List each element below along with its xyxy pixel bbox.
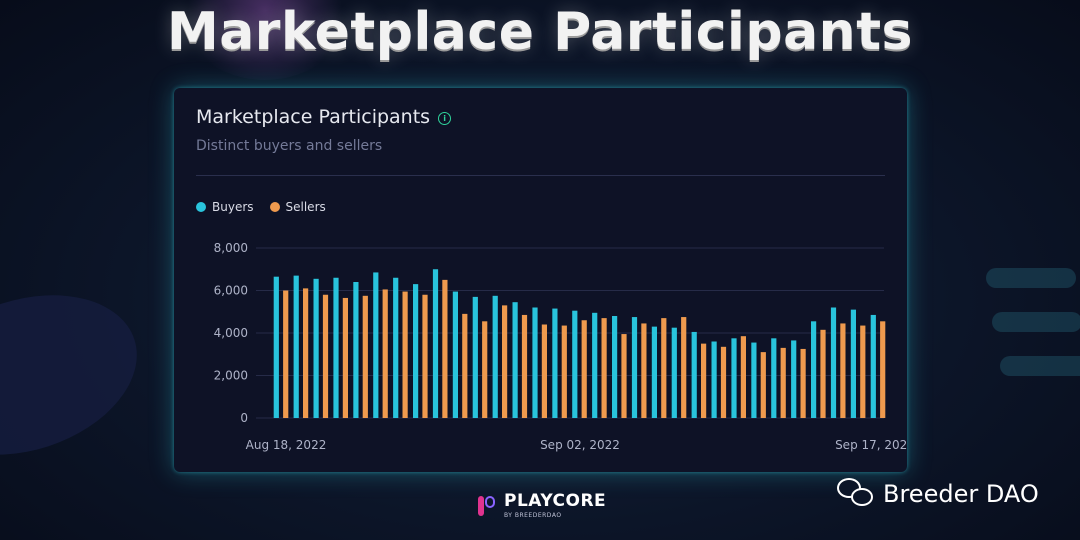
divider [196,175,885,176]
bar-buyers [691,331,697,418]
legend-item-sellers[interactable]: Sellers [269,200,326,214]
page-headline: Marketplace Participants [166,2,914,62]
y-tick-label: 4,000 [214,326,248,340]
decorative-bars [986,268,1080,400]
bar-sellers [561,325,567,418]
bar-buyers [313,278,319,418]
card-title-text: Marketplace Participants [196,106,431,128]
bar-sellers [322,294,329,418]
bar-sellers [780,347,786,418]
bar-buyers [333,277,339,418]
bar-buyers [552,308,558,418]
bar-buyers [293,275,299,418]
bar-buyers [592,312,598,418]
bar-buyers [811,321,817,418]
legend-label-buyers: Buyers [212,200,254,214]
bar-sellers [382,289,388,418]
bar-buyers [432,269,439,418]
bar-sellers [422,294,428,418]
bar-sellers [581,320,587,418]
info-icon[interactable]: i [438,112,452,125]
bar-sellers [541,324,547,418]
wechat-icon [837,476,877,512]
playcore-mark-icon [478,494,496,518]
bar-sellers [641,323,647,418]
bar-buyers [671,327,677,418]
bar-sellers [303,288,309,418]
bar-sellers [502,305,508,418]
legend-label-sellers: Sellers [285,200,326,214]
bar-sellers [820,329,826,418]
wechat-watermark: Breeder DAO [837,476,1039,512]
wechat-label: Breeder DAO [883,480,1039,508]
bar-sellers [442,279,448,418]
y-tick-label: 8,000 [214,241,248,255]
bar-buyers [532,307,538,418]
bar-sellers [601,318,607,418]
legend-dot-sellers [269,202,280,212]
bar-buyers [353,282,359,418]
bar-sellers [462,313,468,418]
chart-card-title: Marketplace Participants i [196,106,452,128]
bar-sellers [701,343,707,418]
playcore-brand: PLAYCORE [504,491,607,511]
bar-buyers [631,317,638,418]
bar-buyers [612,316,618,418]
bar-sellers [342,297,348,418]
bar-sellers [283,290,289,418]
bar-buyers [711,341,717,418]
bar-sellers [720,346,727,418]
bar-buyers [452,291,458,418]
bar-sellers [840,323,846,418]
bar-buyers [731,338,737,418]
bar-sellers [621,334,627,418]
y-tick-label: 6,000 [214,284,248,298]
chart-legend: Buyers Sellers [196,200,326,214]
bar-buyers [373,272,379,418]
bar-buyers [572,310,578,418]
bar-sellers [800,348,806,418]
bar-sellers [362,295,368,418]
bar-buyers [413,284,419,418]
bar-sellers [681,317,687,418]
y-tick-label: 2,000 [214,369,248,383]
y-tick-label: 0 [240,411,248,425]
bar-sellers [860,325,866,418]
legend-item-buyers[interactable]: Buyers [196,200,254,214]
bar-sellers [661,318,667,418]
chart-card: Marketplace Participants i Distinct buyer… [174,88,907,472]
decorative-shape [0,268,158,482]
x-tick-label: Aug 18, 2022 [246,438,327,452]
bar-buyers [393,277,399,418]
x-tick-label: Sep 02, 2022 [540,438,620,452]
bar-sellers [521,314,528,418]
legend-dot-buyers [196,202,206,212]
bar-sellers [402,291,408,418]
bar-buyers [751,342,757,418]
bar-buyers [651,326,657,418]
bar-buyers [273,276,279,418]
bar-buyers [771,338,777,418]
bar-buyers [850,309,856,418]
bar-sellers [760,352,766,418]
x-tick-label: Sep 17, 2022 [835,438,907,452]
bar-buyers [830,307,837,418]
bar-buyers [492,295,498,418]
chart-card-subtitle: Distinct buyers and sellers [196,138,383,154]
bar-buyers [870,314,876,418]
playcore-logo: PLAYCORE BY BREEDERDAO [478,493,606,519]
bar-buyers [791,340,797,418]
bar-buyers [472,296,478,418]
bar-sellers [740,336,746,418]
bar-sellers [482,321,488,418]
bar-chart: 0 2,000 4,000 6,000 8,000 Aug 18, 2022 Sep 02,… [214,241,907,452]
playcore-brand-sub: BY BREEDERDAO [504,512,562,519]
bar-buyers [512,302,518,418]
bar-sellers [880,321,886,418]
